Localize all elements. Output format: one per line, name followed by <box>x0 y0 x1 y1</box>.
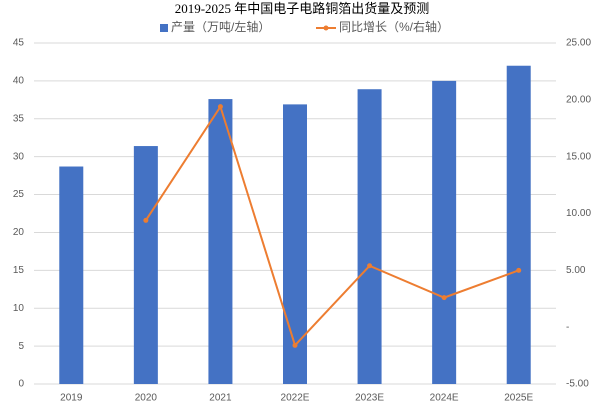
y-tick-label: 30 <box>13 151 25 162</box>
bar <box>208 99 233 384</box>
x-tick-label: 2025E <box>504 393 533 404</box>
y-tick-label: 15 <box>13 265 25 276</box>
line-point <box>292 342 298 348</box>
y-tick-label: 20 <box>13 227 25 238</box>
y2-tick-label: 20.00 <box>566 94 591 105</box>
bar <box>59 166 84 384</box>
line <box>145 104 520 348</box>
y2-tick-label: 25.00 <box>566 38 591 49</box>
y-tick-label: 5 <box>18 341 24 352</box>
x-tick-label: 2019 <box>60 393 83 404</box>
x-tick-label: 2023E <box>355 393 384 404</box>
y2-tick-label: -5.00 <box>566 379 589 390</box>
y-tick-label: 25 <box>13 189 25 200</box>
legend-swatch <box>323 25 329 31</box>
y-tick-label: 40 <box>13 76 25 87</box>
chart-title: 2019-2025 年中国电子电路铜箔出货量及预测 <box>175 1 430 16</box>
bar <box>432 80 457 384</box>
y2-tick-label: - <box>566 322 569 333</box>
line-point <box>143 217 149 223</box>
bar <box>357 89 382 385</box>
x-tick-label: 2021 <box>209 393 232 404</box>
y2-tick-label: 15.00 <box>566 151 591 162</box>
x-tick-label: 2020 <box>135 393 158 404</box>
x-tick-label: 2022E <box>281 393 310 404</box>
y-tick-label: 10 <box>13 303 25 314</box>
legend-label: 产量（万吨/左轴） <box>171 19 270 34</box>
line-point <box>367 263 373 269</box>
y-tick-label: 45 <box>13 38 25 49</box>
line-point <box>217 104 223 110</box>
y-tick-label: 35 <box>13 113 25 124</box>
bar <box>133 146 158 384</box>
line-point <box>441 295 447 301</box>
y2-tick-label: 10.00 <box>566 208 591 219</box>
x-tick-label: 2024E <box>430 393 459 404</box>
line-point <box>516 267 522 273</box>
y-tick-label: 0 <box>18 379 24 390</box>
bar <box>506 65 531 384</box>
legend-label: 同比增长（%/右轴） <box>339 19 449 34</box>
legend-swatch <box>160 24 168 32</box>
y2-tick-label: 5.00 <box>566 265 586 276</box>
